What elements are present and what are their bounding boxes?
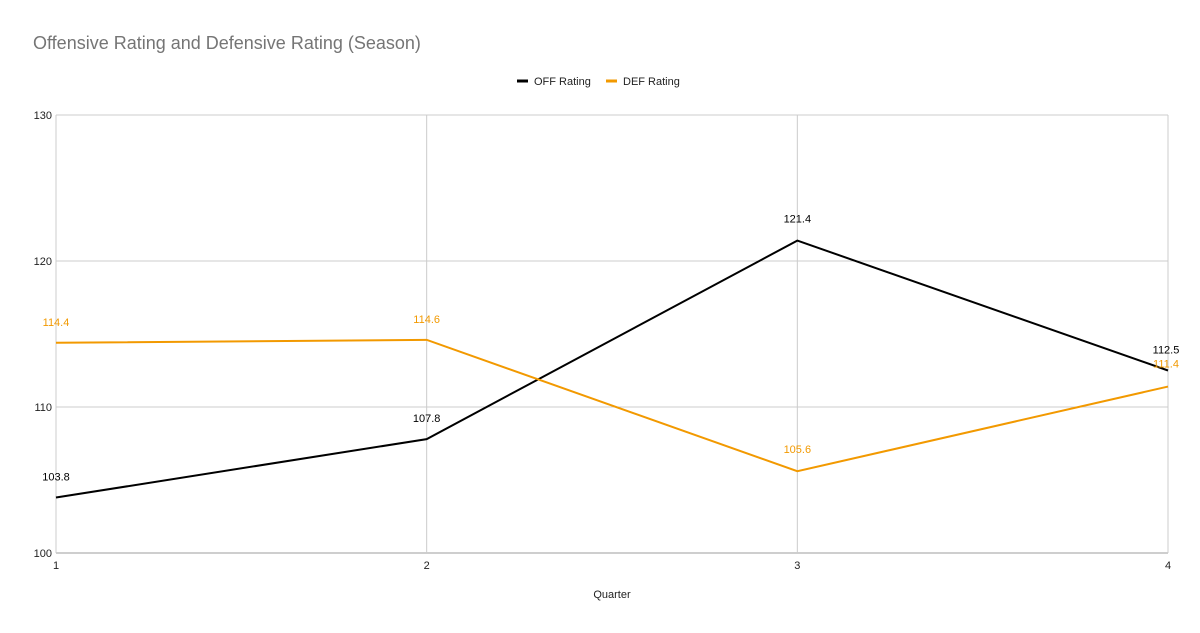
x-axis-title: Quarter [593,589,631,601]
legend-label: DEF Rating [623,76,680,88]
data-label: 111.4 [1153,359,1179,371]
data-label: 121.4 [784,214,812,226]
x-tick-label: 1 [53,560,59,572]
data-label: 114.4 [43,317,70,329]
data-label: 103.8 [42,472,70,484]
data-label: 114.6 [413,314,440,326]
y-tick-label: 120 [34,256,52,268]
data-label: 105.6 [784,444,812,456]
data-label: 107.8 [413,413,441,425]
chart-title: Offensive Rating and Defensive Rating (S… [33,33,421,53]
x-tick-label: 3 [794,560,800,572]
y-tick-label: 100 [34,548,52,560]
data-label: 112.5 [1153,345,1180,357]
legend-label: OFF Rating [534,76,591,88]
series-line-off-rating [55,239,1169,499]
series-line-def-rating [55,338,1169,473]
y-tick-label: 130 [34,110,52,122]
y-tick-label: 110 [34,402,52,414]
x-tick-label: 2 [424,560,430,572]
x-tick-label: 4 [1165,560,1171,572]
